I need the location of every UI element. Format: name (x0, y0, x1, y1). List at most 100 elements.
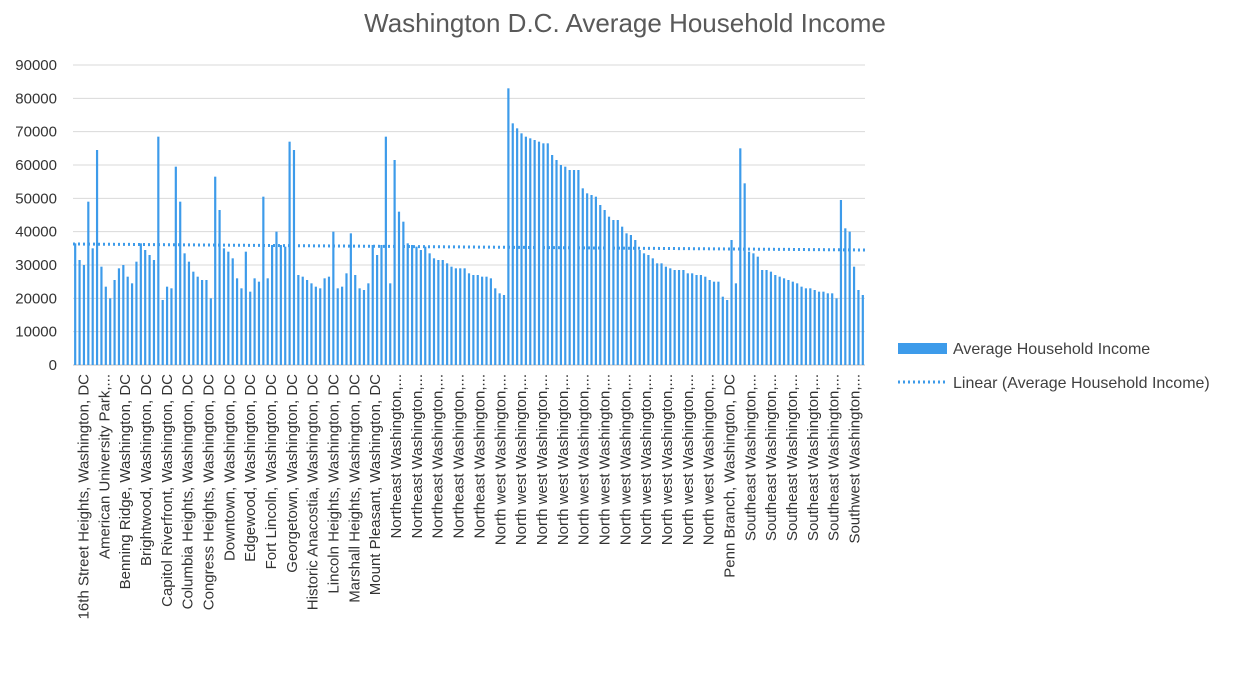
bar (564, 166, 567, 365)
bar (354, 275, 357, 365)
bar (95, 150, 99, 365)
x-tick-label: North west Washington,... (492, 374, 509, 545)
x-tick-label: American University Park,... (96, 374, 113, 559)
x-tick-label: Penn Branch, Washington, DC (722, 374, 739, 578)
bar (476, 275, 479, 365)
x-tick-label: Fort Lincoln, Washington, DC (263, 374, 280, 570)
trendline (72, 242, 866, 252)
bar (454, 268, 457, 365)
x-tick-label: Historic Anacostia, Washington, DC (305, 374, 322, 610)
bar (695, 275, 698, 365)
bar (726, 300, 729, 365)
bar (393, 160, 396, 365)
x-tick-label: North west Washington,... (659, 374, 676, 545)
bar (507, 88, 510, 365)
y-tick-label: 20000 (15, 290, 57, 307)
bar (362, 290, 366, 365)
x-tick-label: North west Washington,... (534, 374, 551, 545)
bar (533, 140, 536, 365)
bar (104, 286, 107, 365)
bar (432, 258, 436, 365)
legend-swatch-bars (898, 343, 947, 354)
bar (196, 276, 199, 365)
bar (130, 283, 134, 365)
bar (227, 251, 230, 365)
x-axis: 16th Street Heights, Washington, DC Ameri… (75, 374, 863, 620)
x-tick-label: Southeast Washington,... (826, 374, 843, 541)
bar (292, 150, 296, 365)
bar (122, 265, 125, 365)
bar (791, 281, 794, 365)
bar (371, 245, 374, 365)
bar (712, 281, 716, 365)
bar (572, 170, 576, 365)
bar (74, 243, 77, 365)
bar (209, 298, 212, 365)
bar (87, 201, 90, 365)
bar (310, 283, 313, 365)
bar (279, 245, 282, 365)
bar (813, 290, 816, 365)
bar (734, 283, 738, 365)
x-tick-label: North west Washington,... (513, 374, 530, 545)
x-tick-label: Georgetown, Washington, DC (284, 374, 301, 573)
bar (546, 143, 549, 365)
bar (349, 233, 352, 365)
bar (586, 193, 589, 365)
x-tick-label: Brightwood, Washington, DC (138, 374, 155, 566)
bar (192, 271, 195, 365)
y-tick-label: 80000 (15, 90, 57, 107)
bar (852, 266, 856, 365)
x-tick-label: Southeast Washington,... (742, 374, 759, 541)
bar (218, 210, 221, 365)
bar (629, 235, 632, 365)
x-tick-label: North west Washington,... (597, 374, 614, 545)
x-tick-label: Lincoln Heights, Washington, DC (326, 374, 343, 594)
x-tick-label: Downtown, Washington, DC (221, 374, 238, 561)
y-tick-label: 50000 (15, 190, 57, 207)
bar (796, 283, 799, 365)
legend: Average Household Income Linear (Average… (898, 341, 1210, 392)
y-tick-label: 40000 (15, 224, 57, 241)
bar (231, 258, 234, 365)
bar (323, 278, 326, 365)
bar (472, 275, 475, 365)
x-tick-label: Southeast Washington,... (805, 374, 822, 541)
bar (358, 288, 361, 365)
bar (822, 291, 825, 365)
bar (511, 123, 514, 365)
bar (551, 155, 554, 365)
y-tick-label: 90000 (15, 57, 57, 74)
bar (144, 250, 147, 365)
bar (656, 263, 659, 365)
bar (402, 221, 405, 365)
bar (117, 268, 121, 365)
bar (817, 291, 821, 365)
x-tick-label: Northeast Washington,... (471, 374, 488, 539)
bar (428, 253, 431, 365)
bar (682, 270, 685, 365)
bar (647, 255, 650, 365)
bar (297, 275, 300, 365)
bar (411, 245, 414, 365)
y-axis: 0 10000 20000 30000 40000 50000 60000 70000 8000… (15, 57, 57, 374)
bar (205, 280, 208, 365)
bar (743, 183, 746, 365)
bar (638, 250, 641, 365)
bar (275, 231, 278, 365)
bar (481, 276, 484, 365)
bar (214, 176, 217, 365)
bar (625, 233, 628, 365)
bar (367, 283, 370, 365)
bar (341, 286, 344, 365)
legend-label-trendline: Linear (Average Household Income) (953, 375, 1210, 392)
bar (126, 276, 129, 365)
bar (170, 288, 173, 365)
y-tick-label: 10000 (15, 324, 57, 341)
bar (157, 136, 160, 365)
bar (708, 280, 711, 365)
bar (699, 275, 703, 365)
x-tick-label: Columbia Heights, Washington, DC (180, 374, 197, 610)
bar (537, 141, 541, 365)
bar (804, 288, 808, 365)
